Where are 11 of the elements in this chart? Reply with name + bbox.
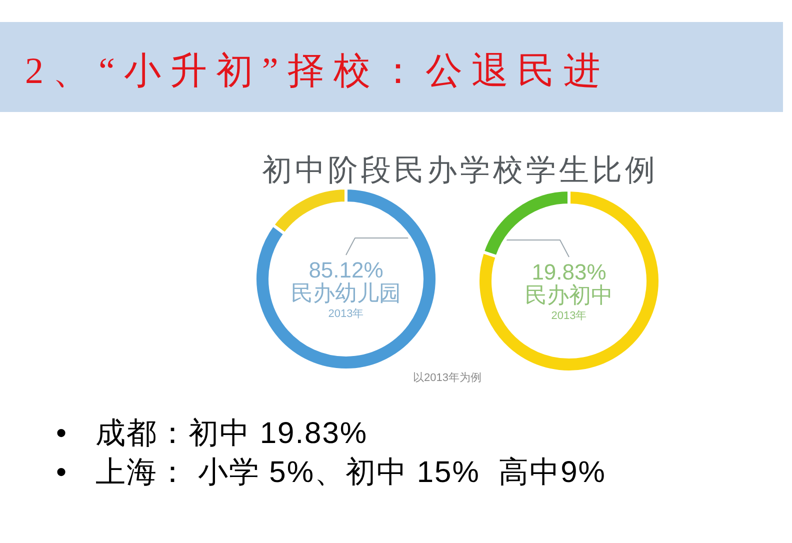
text: 2013年 (328, 308, 364, 320)
text: • 成都：初中 19.83% (56, 416, 369, 452)
slice-label: 民办初中 (525, 282, 613, 308)
text: 以2013年为例 (413, 371, 482, 384)
text: 2013年 (551, 310, 587, 322)
slice-label: 民办幼儿园 (291, 280, 401, 306)
text: • 上海： 小学 5%、初中 15% 高中9% (56, 455, 606, 491)
data-label: 85.12% (308, 258, 384, 282)
text: 初中阶段民办学校学生比例 (262, 153, 658, 189)
data-label: 19.83% (532, 260, 606, 284)
text: 2、“小升初”择校：公退民进 (25, 50, 610, 94)
